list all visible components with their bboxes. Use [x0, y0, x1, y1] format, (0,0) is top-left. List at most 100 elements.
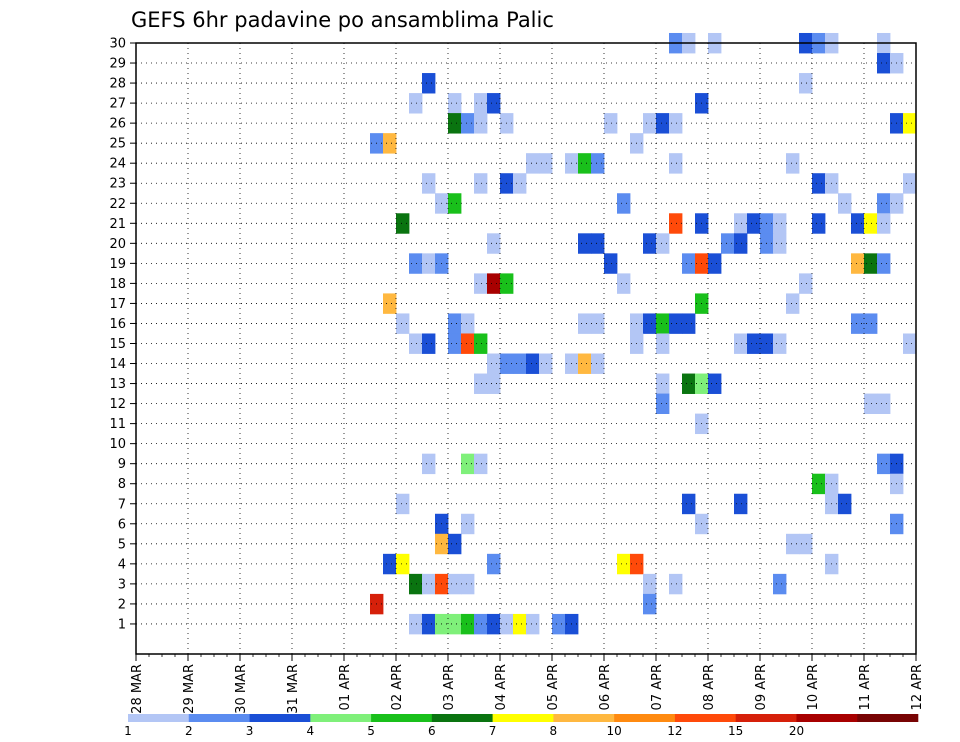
x-tick-label: 08 APR	[702, 664, 717, 710]
heatmap-cell	[487, 613, 501, 635]
heatmap-cell	[656, 233, 670, 254]
heatmap-cell	[474, 373, 488, 394]
colorbar-swatch	[735, 714, 797, 722]
heatmap-cell	[461, 613, 475, 635]
heatmap-cell	[474, 273, 488, 294]
heatmap-cell	[422, 73, 436, 94]
heatmap-cell	[903, 173, 917, 194]
colorbar-swatch	[553, 714, 615, 722]
colorbar-label: 1	[124, 724, 132, 738]
heatmap-cell	[474, 613, 488, 635]
heatmap-cell	[448, 613, 462, 635]
colorbar-label: 15	[728, 724, 743, 738]
heatmap-cell	[487, 373, 501, 394]
heatmap-cell	[682, 313, 696, 334]
colorbar-label: 8	[550, 724, 558, 738]
heatmap-cell	[422, 573, 436, 595]
heatmap-cell	[773, 573, 787, 595]
x-axis: 28 MAR 29 MAR 30 MAR 31 MAR 01 APR 02 APR 03 A…	[130, 654, 925, 714]
y-tick-label: 22	[109, 197, 126, 212]
heatmap-cell	[799, 533, 813, 555]
heatmap-cell	[682, 253, 696, 274]
colorbar-label: 2	[185, 724, 193, 738]
colorbar-label: 4	[306, 724, 314, 738]
heatmap-cell	[422, 613, 436, 635]
heatmap-cell	[409, 93, 423, 114]
heatmap-cell	[747, 333, 761, 354]
heatmap-cell	[487, 273, 501, 294]
y-tick-label: 28	[109, 77, 126, 92]
heatmap-cell	[461, 113, 475, 134]
heatmap-cell	[812, 173, 826, 194]
y-tick-label: 2	[118, 597, 126, 612]
heatmap-cell	[669, 573, 683, 595]
heatmap-cell	[448, 93, 462, 114]
y-tick-label: 27	[109, 97, 126, 112]
y-tick-label: 10	[109, 437, 126, 452]
colorbar-swatch	[371, 714, 433, 722]
heatmap-cell	[578, 233, 592, 254]
heatmap-cell	[903, 333, 917, 354]
heatmap-cell	[383, 293, 397, 314]
y-tick-label: 15	[109, 337, 126, 352]
y-tick-label: 11	[109, 417, 126, 432]
heatmap-cell	[734, 493, 748, 515]
heatmap-cell	[877, 453, 891, 475]
colorbar-swatch	[188, 714, 250, 722]
heatmap-cell	[877, 393, 891, 414]
y-tick-label: 3	[118, 577, 126, 592]
grid-lines	[136, 42, 916, 654]
heatmap-cell	[461, 333, 475, 354]
heatmap-cell	[383, 133, 397, 154]
colorbar-label: 3	[246, 724, 254, 738]
heatmap-cell	[396, 213, 410, 234]
x-tick-label: 11 APR	[858, 664, 873, 710]
y-tick-label: 5	[118, 537, 126, 552]
colorbar-swatch	[310, 714, 372, 722]
y-tick-label: 4	[118, 557, 126, 572]
colorbar-swatch	[674, 714, 736, 722]
heatmap-cell	[396, 493, 410, 515]
heatmap-cell	[669, 313, 683, 334]
heatmap-cell	[682, 493, 696, 515]
heatmap-cell	[864, 313, 878, 334]
heatmap-cell	[591, 313, 605, 334]
heatmap-cell	[474, 173, 488, 194]
heatmap-cell	[656, 313, 670, 334]
heatmap-cell	[786, 293, 800, 314]
x-tick-label: 01 APR	[338, 664, 353, 710]
heatmap-cell	[409, 333, 423, 354]
heatmap-cell	[422, 253, 436, 274]
heatmap-cell	[487, 553, 501, 575]
heatmap-cell	[721, 233, 735, 254]
heatmap-cell	[487, 353, 501, 374]
heatmap-cell	[448, 113, 462, 134]
heatmap-cell	[474, 113, 488, 134]
heatmap-cell	[539, 353, 553, 374]
heatmap-cell	[877, 53, 891, 74]
heatmap-cell	[474, 93, 488, 114]
heatmap-cell	[643, 113, 657, 134]
heatmap-cell	[864, 213, 878, 234]
heatmap-cell	[461, 513, 475, 535]
x-tick-label: 05 APR	[546, 664, 561, 710]
colorbar-swatch	[614, 714, 676, 722]
heatmap-cell	[669, 153, 683, 174]
heatmap-cell	[552, 613, 566, 635]
heatmap-cell	[487, 233, 501, 254]
heatmap-cell	[422, 333, 436, 354]
y-tick-label: 8	[118, 477, 126, 492]
heatmap-cell	[773, 333, 787, 354]
heatmap-cell	[734, 233, 748, 254]
chart-title: GEFS 6hr padavine po ansamblima Palic	[131, 8, 554, 32]
y-axis: 1234567891011121314151617181920212223242…	[109, 37, 136, 632]
heatmap-cell	[708, 373, 722, 394]
heatmap-cell	[396, 313, 410, 334]
colorbar-swatch	[431, 714, 493, 722]
heatmap-cell	[734, 213, 748, 234]
colorbar-swatch	[857, 714, 919, 722]
heatmap-cell	[877, 193, 891, 214]
x-tick-label: 10 APR	[806, 664, 821, 710]
heatmap-cell	[773, 213, 787, 234]
colorbar-swatch	[796, 714, 858, 722]
